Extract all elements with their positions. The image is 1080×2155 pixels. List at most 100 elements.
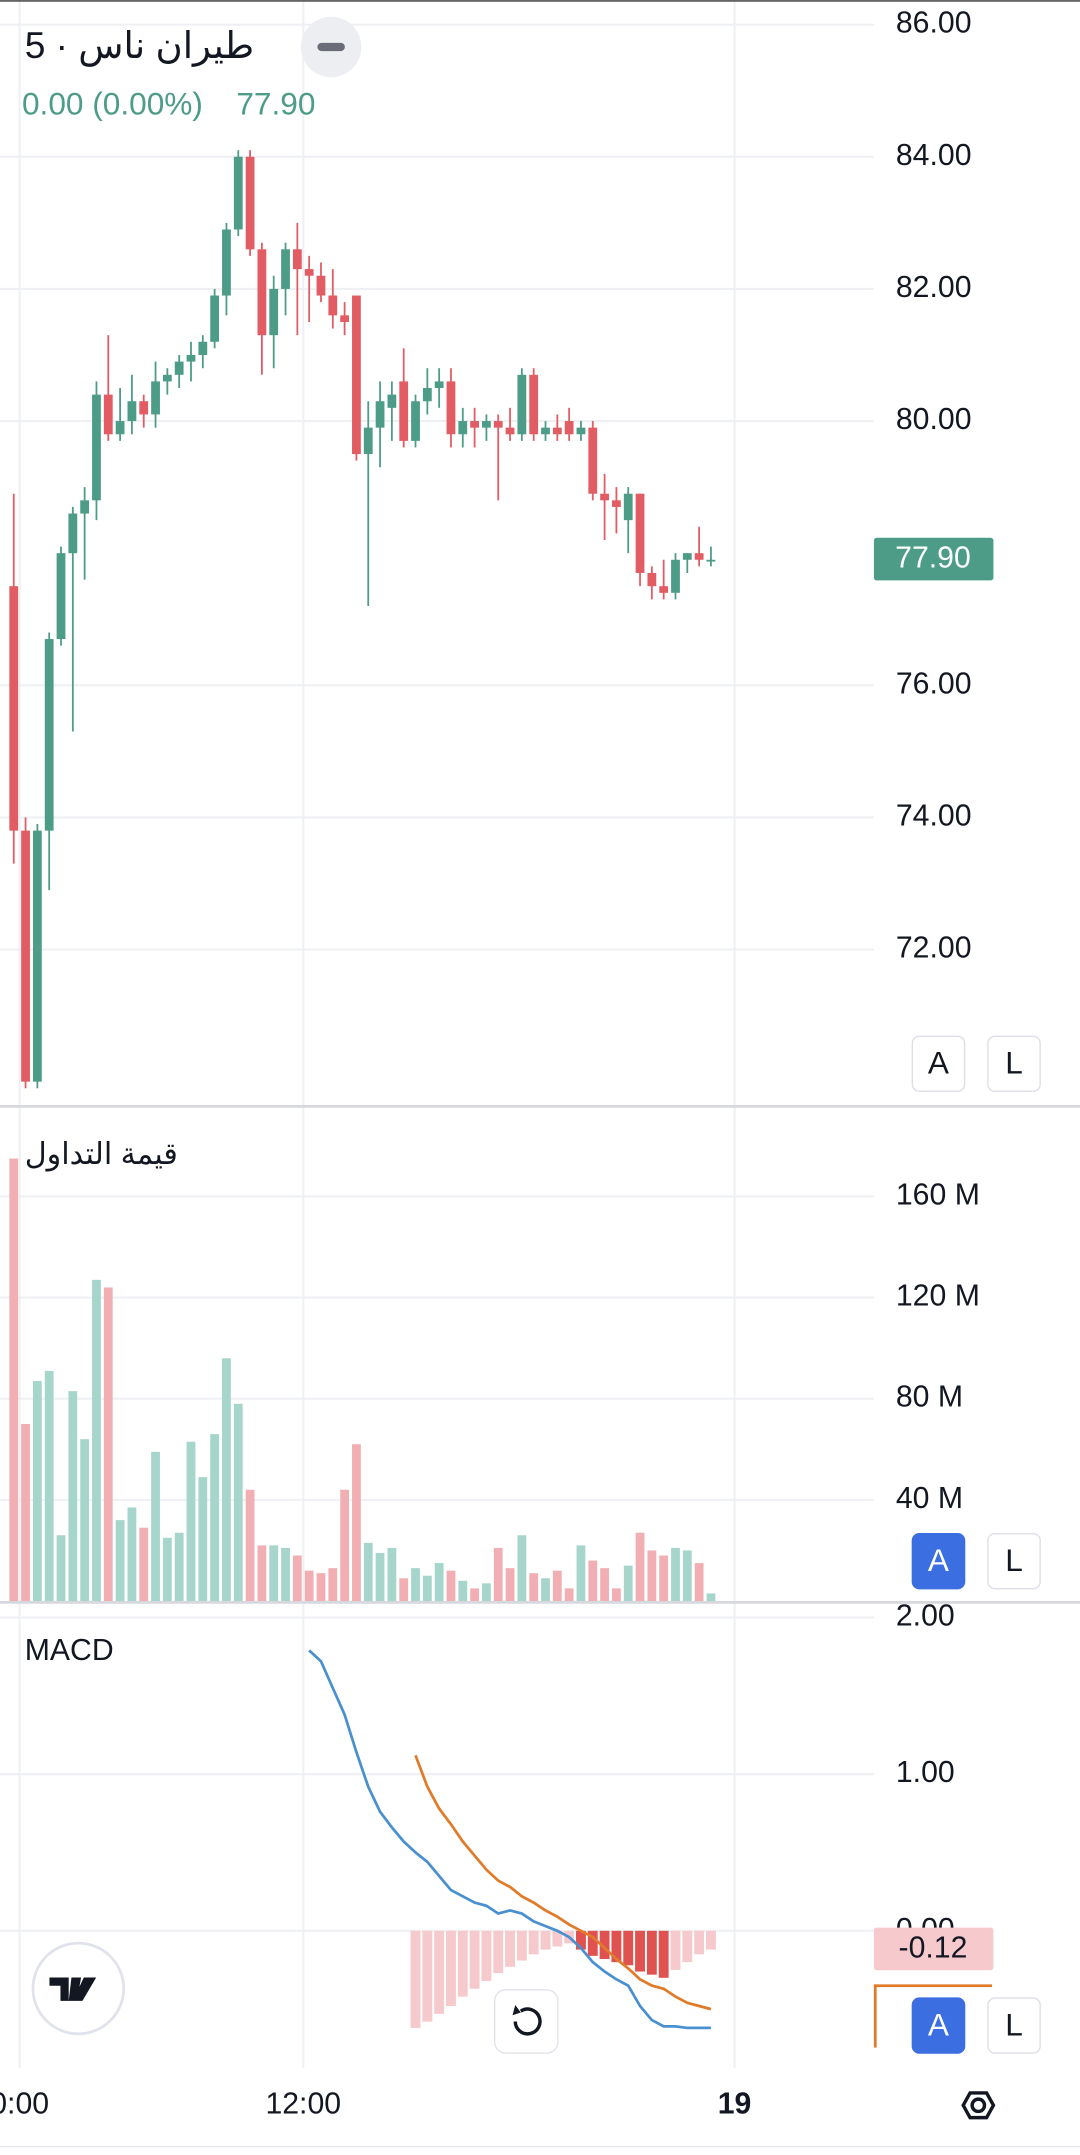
volume-bar	[162, 1537, 172, 1602]
candle-body	[316, 275, 326, 296]
candle-body	[139, 401, 149, 415]
histogram-bar	[623, 1930, 634, 1966]
y-tick-label: 84.00	[896, 139, 972, 172]
candle-body	[186, 354, 196, 362]
volume-bar	[245, 1489, 255, 1602]
x-tick-label: 12:00	[265, 2087, 341, 2120]
candle-body	[682, 553, 692, 560]
candle-body	[505, 427, 515, 435]
scale-button-label[interactable]: A	[928, 1542, 950, 1578]
candle-body	[671, 559, 680, 593]
scale-button-box[interactable]	[911, 1997, 966, 2054]
candle-body	[352, 295, 361, 455]
candle-body	[694, 553, 704, 560]
histogram-bar	[587, 1930, 598, 1956]
volume-bar	[411, 1568, 420, 1602]
histogram-bar	[682, 1930, 693, 1963]
candle-body	[375, 401, 385, 428]
scale-button-box[interactable]	[911, 1532, 966, 1590]
settings-button[interactable]	[961, 2091, 996, 2120]
candle-body	[32, 830, 42, 1082]
reset-box[interactable]	[493, 1989, 559, 2054]
volume-bar	[44, 1370, 54, 1602]
histogram-bar	[410, 1930, 421, 2028]
histogram-bar	[658, 1930, 669, 1978]
volume-bar	[281, 1547, 290, 1602]
histogram-bar	[528, 1930, 539, 1955]
candle-body	[222, 229, 231, 296]
scale-button[interactable]: A	[911, 1035, 966, 1092]
scale-button[interactable]: A	[911, 1532, 966, 1590]
volume-bar	[623, 1565, 633, 1602]
reset-button[interactable]	[493, 1989, 559, 2054]
candle-body	[44, 639, 54, 831]
volume-bar	[659, 1555, 669, 1602]
scale-button[interactable]: L	[987, 1532, 1041, 1590]
volume-bar	[612, 1588, 621, 1602]
volume-bar	[352, 1444, 361, 1602]
candle-body	[482, 421, 491, 428]
histogram-bar	[576, 1930, 586, 1950]
volume-bar	[32, 1381, 42, 1602]
candle-body	[340, 315, 350, 322]
scale-button[interactable]: L	[987, 1997, 1041, 2054]
volume-bar	[328, 1568, 338, 1602]
scale-button-label[interactable]: A	[928, 1044, 950, 1080]
candle-body	[174, 361, 184, 375]
volume-bar	[458, 1580, 468, 1602]
volume-bar	[269, 1545, 279, 1602]
overlay: 0:00 12:00 19 77.90 -0.12 A L A L A L	[0, 537, 1041, 2120]
macd-line	[414, 1754, 712, 2011]
candle-body	[434, 381, 444, 389]
volume-bar	[434, 1563, 444, 1602]
macd-badge	[873, 1927, 994, 1971]
candle-body	[564, 421, 574, 435]
volume-bar	[682, 1550, 692, 1602]
volume-bar	[198, 1477, 208, 1602]
scale-button-box[interactable]	[987, 1997, 1041, 2054]
collapse-button[interactable]	[300, 16, 362, 78]
volume-bar	[9, 1158, 19, 1602]
volume-bar	[92, 1279, 101, 1602]
candle-body	[127, 401, 137, 422]
y-tick-label: 74.00	[896, 799, 972, 832]
signal-badge-edge	[873, 1984, 877, 2048]
scale-button-label[interactable]: L	[1005, 1044, 1023, 1080]
histogram-bar	[457, 1930, 468, 1997]
collapse-icon	[317, 42, 345, 52]
candle-body	[552, 427, 562, 435]
scale-button-label[interactable]: A	[928, 2006, 950, 2042]
histogram-bar	[469, 1930, 480, 1989]
scale-button-box[interactable]	[987, 1532, 1041, 1590]
volume-bar	[316, 1573, 326, 1602]
histogram-bar	[635, 1930, 645, 1972]
volume-bar	[363, 1542, 373, 1602]
volume-bar	[174, 1532, 184, 1602]
volume-bar	[103, 1287, 113, 1602]
candle-body	[517, 374, 527, 435]
scale-button[interactable]: A	[911, 1997, 966, 2054]
candle-body	[706, 559, 716, 562]
volume-bar	[375, 1552, 385, 1602]
scale-button-label[interactable]: L	[1005, 1542, 1023, 1578]
volume-bar	[210, 1434, 220, 1602]
scale-button-box[interactable]	[911, 1035, 966, 1092]
signal-badge-edge	[873, 1984, 993, 1988]
histogram-bar	[599, 1930, 610, 1960]
candle-body	[257, 249, 267, 336]
logo[interactable]	[31, 1941, 126, 2036]
scale-button[interactable]: L	[987, 1035, 1041, 1092]
candle-body	[541, 427, 550, 435]
volume-bar	[505, 1568, 515, 1602]
reset-arc	[513, 2007, 542, 2036]
scale-button-label[interactable]: L	[1005, 2006, 1023, 2042]
candle-body	[470, 421, 479, 428]
candle-body	[198, 341, 208, 355]
settings-hex[interactable]	[961, 2091, 996, 2120]
volume-bar	[600, 1568, 609, 1602]
volume-bar	[446, 1570, 456, 1602]
y-tick-label: 2.00	[896, 1599, 955, 1632]
volume-bar	[151, 1451, 160, 1602]
scale-button-box[interactable]	[987, 1035, 1041, 1092]
